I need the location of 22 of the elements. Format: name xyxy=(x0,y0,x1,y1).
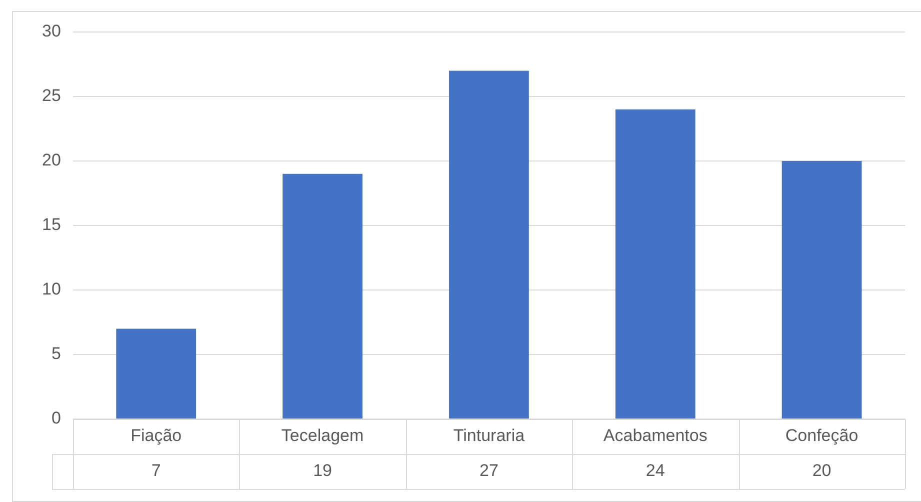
y-tick-label: 10 xyxy=(42,280,61,299)
y-tick-label: 25 xyxy=(42,86,61,106)
x-tick-label: Acabamentos xyxy=(603,426,708,446)
data-label: 19 xyxy=(313,461,332,480)
y-tick-label: 5 xyxy=(51,344,61,364)
data-label: 7 xyxy=(151,461,161,480)
x-tick-label: Tecelagem xyxy=(281,426,364,446)
bar xyxy=(782,161,862,418)
data-label: 20 xyxy=(812,461,832,480)
data-label: 27 xyxy=(479,461,498,480)
bar xyxy=(615,109,696,418)
bar xyxy=(449,70,529,418)
data-label: 24 xyxy=(646,461,665,480)
y-tick-label: 15 xyxy=(42,215,61,234)
x-tick-label: Fiação xyxy=(130,426,182,446)
x-tick-label: Tinturaria xyxy=(453,426,526,446)
y-tick-label: 30 xyxy=(42,22,61,41)
bar xyxy=(116,328,196,418)
x-tick-label: Confeção xyxy=(785,426,858,446)
y-tick-label: 0 xyxy=(51,408,61,428)
bar xyxy=(282,174,362,418)
y-tick-label: 20 xyxy=(42,150,61,170)
